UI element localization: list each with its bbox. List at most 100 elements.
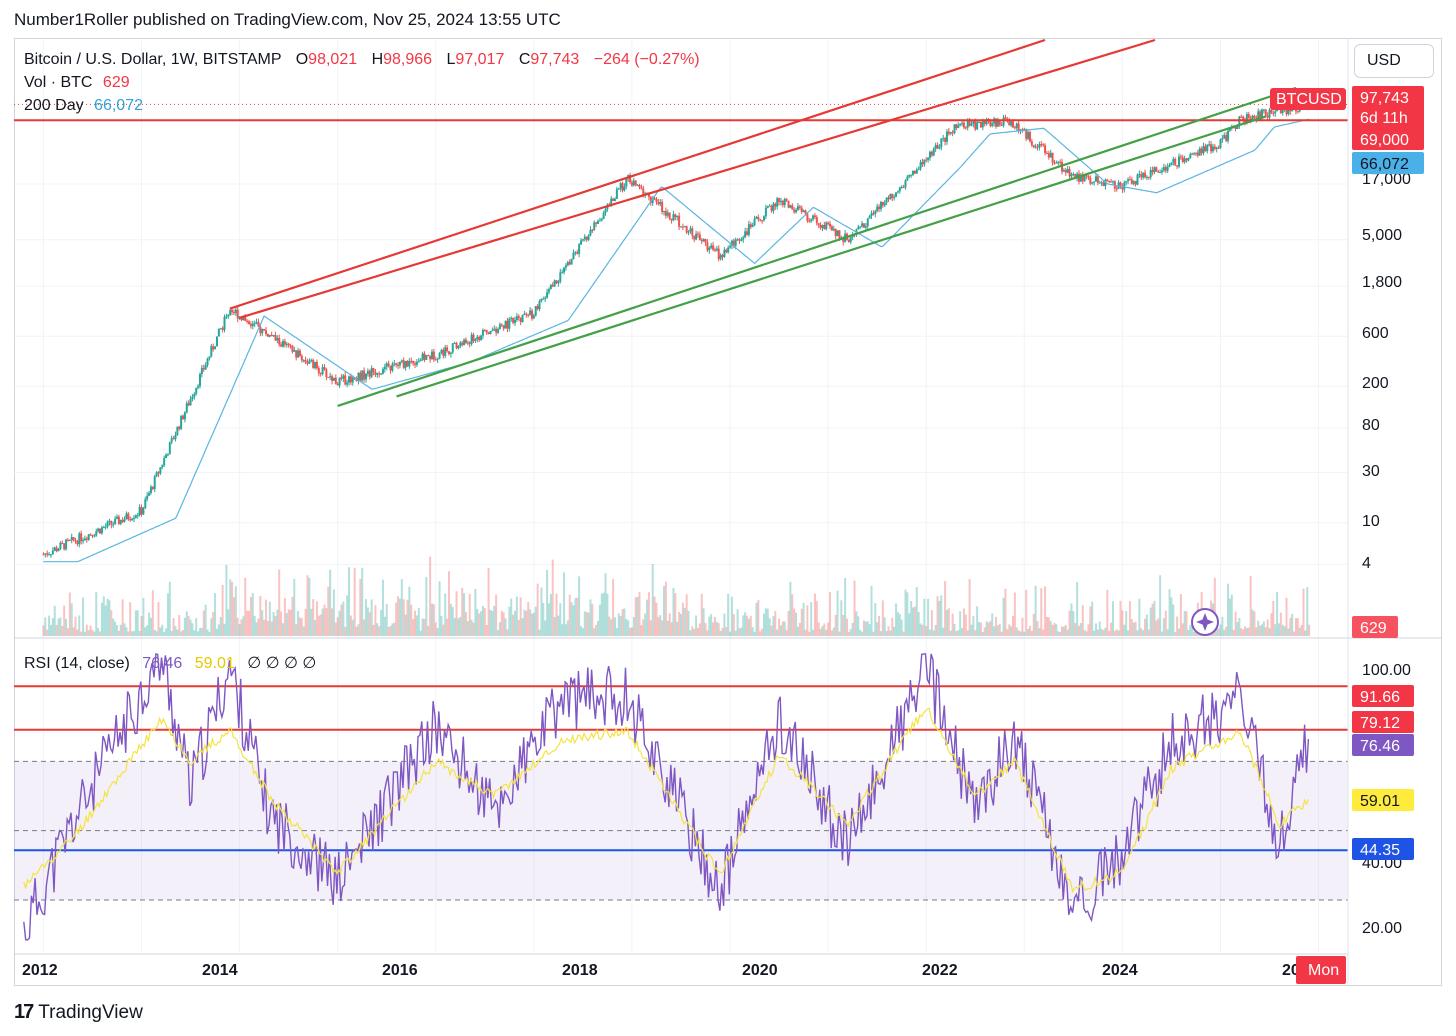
candle-body [221, 328, 224, 330]
candle-body [823, 225, 826, 230]
candle-body [178, 426, 181, 429]
volume-bar [481, 606, 484, 636]
candle-body [908, 175, 911, 177]
candle-body [55, 547, 58, 552]
candle-body [919, 162, 922, 169]
candle-body [653, 198, 656, 200]
candle-body [349, 376, 352, 383]
candle-body [1111, 181, 1114, 183]
volume-bar [427, 625, 430, 636]
candle-body [1004, 117, 1007, 120]
volume-bar [623, 608, 626, 636]
candle-body [342, 375, 345, 379]
volume-bar [119, 624, 122, 636]
candle-body [161, 465, 164, 468]
volume-bar [647, 592, 650, 636]
candle-body [1147, 176, 1150, 178]
volume-bar [476, 608, 479, 636]
candle-body [836, 230, 839, 237]
volume-bar [866, 621, 869, 636]
volume-bar [1096, 629, 1099, 636]
low-value: 97,017 [455, 51, 505, 68]
candle-body [151, 486, 154, 489]
candle-body [182, 415, 185, 420]
volume-bar [1174, 631, 1177, 636]
volume-bar [498, 622, 501, 636]
volume-bar [265, 599, 268, 636]
symbol-badge: BTCUSD [1276, 91, 1342, 108]
candle-body [898, 187, 901, 192]
volume-bar [740, 627, 743, 636]
volume-bar [1168, 589, 1171, 636]
candle-body [123, 519, 126, 522]
candle-body [457, 345, 460, 349]
volume-bar [1268, 628, 1271, 636]
volume-bar [919, 623, 922, 636]
volume-bar [810, 602, 813, 636]
candle-body [244, 316, 247, 321]
volume-bar [912, 607, 915, 636]
candle-body [683, 226, 686, 228]
candle-body [429, 356, 432, 360]
volume-bar [587, 612, 590, 636]
volume-bar [1145, 614, 1148, 636]
volume-bar [255, 622, 258, 636]
volume-bar [429, 556, 432, 636]
candle-body [521, 315, 524, 323]
candle-body [1138, 174, 1141, 176]
volume-bar [195, 618, 198, 636]
volume-bar [1034, 585, 1037, 636]
candle-body [351, 377, 354, 383]
volume-bar [114, 621, 117, 636]
volume-bar [225, 564, 228, 636]
currency-selector[interactable]: USD [1354, 44, 1434, 78]
volume-bar [808, 631, 811, 636]
trend-lines [14, 38, 1348, 407]
volume-bar [755, 602, 758, 636]
candle-body [336, 383, 339, 386]
volume-bar [1304, 630, 1307, 636]
candle-body [630, 182, 633, 186]
volume-bar [393, 622, 396, 636]
volume-bar [572, 605, 575, 636]
candle-body [115, 516, 118, 519]
volume-bar [951, 613, 954, 636]
candle-body [825, 222, 828, 230]
candle-body [514, 320, 517, 323]
volume-bar [725, 626, 728, 636]
candle-body [361, 370, 364, 381]
volume-bar [721, 627, 724, 636]
candle-body [649, 196, 652, 203]
volume-bar [534, 606, 537, 636]
candle-body [1015, 123, 1018, 128]
volume-bar [613, 617, 616, 636]
volume-bar [364, 599, 367, 636]
candle-body [778, 198, 781, 202]
tradingview-logo-icon: 17 [14, 1001, 34, 1023]
candle-body [1215, 147, 1218, 149]
volume-bar [925, 626, 928, 636]
sparkle-icon[interactable] [1191, 608, 1219, 636]
volume-bar [1015, 627, 1018, 636]
candle-body [961, 122, 964, 124]
volume-bar [585, 612, 588, 636]
candle-body [285, 343, 288, 345]
volume-bar [319, 614, 322, 636]
candle-body [868, 215, 871, 219]
candle-body [421, 353, 424, 360]
volume-bar [661, 620, 664, 636]
candle-body [385, 363, 388, 367]
candle-body [1034, 146, 1037, 148]
volume-bar [246, 610, 249, 636]
candle-body [1040, 144, 1043, 146]
volume-bar [70, 603, 73, 636]
volume-bar [1081, 605, 1084, 636]
volume-bar [685, 594, 688, 636]
volume-bar [489, 609, 492, 636]
candle-body [1089, 177, 1092, 184]
volume-bar [1055, 624, 1058, 636]
volume-bar [127, 631, 130, 636]
volume-bar [270, 621, 273, 636]
candle-body [155, 472, 158, 477]
